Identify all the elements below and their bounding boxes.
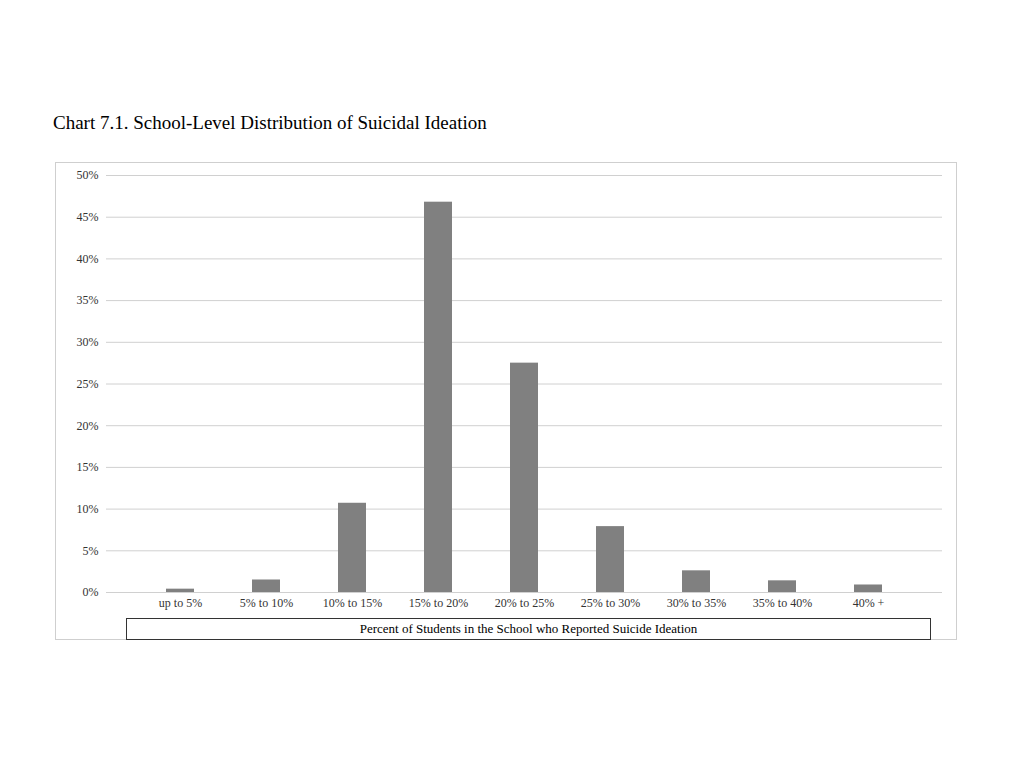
svg-text:45%: 45% — [77, 210, 99, 224]
svg-text:0%: 0% — [83, 585, 99, 599]
svg-text:15%: 15% — [77, 460, 99, 474]
svg-text:50%: 50% — [77, 168, 99, 182]
svg-text:5% to 10%: 5% to 10% — [240, 596, 293, 610]
svg-text:20%: 20% — [77, 419, 99, 433]
svg-text:20% to 25%: 20% to 25% — [495, 596, 554, 610]
svg-text:40%: 40% — [77, 252, 99, 266]
svg-text:15% to 20%: 15% to 20% — [409, 596, 468, 610]
html-text:Chart 7.1. School-Level Distri: Chart 7.1. School-Level Distribution of … — [53, 112, 487, 133]
svg-text:35% to 40%: 35% to 40% — [753, 596, 812, 610]
svg-text:5%: 5% — [83, 544, 99, 558]
svg-text:40% +: 40% + — [853, 596, 885, 610]
svg-text:10% to 15%: 10% to 15% — [323, 596, 382, 610]
svg-text:25%: 25% — [77, 377, 99, 391]
svg-text:10%: 10% — [77, 502, 99, 516]
svg-text:25% to 30%: 25% to 30% — [581, 596, 640, 610]
svg-text:35%: 35% — [77, 293, 99, 307]
svg-text:30%: 30% — [77, 335, 99, 349]
svg-text:up to 5%: up to 5% — [159, 596, 202, 610]
svg-text:30% to 35%: 30% to 35% — [667, 596, 726, 610]
html-text:Percent of Students in the Sch: Percent of Students in the School who Re… — [359, 621, 698, 636]
